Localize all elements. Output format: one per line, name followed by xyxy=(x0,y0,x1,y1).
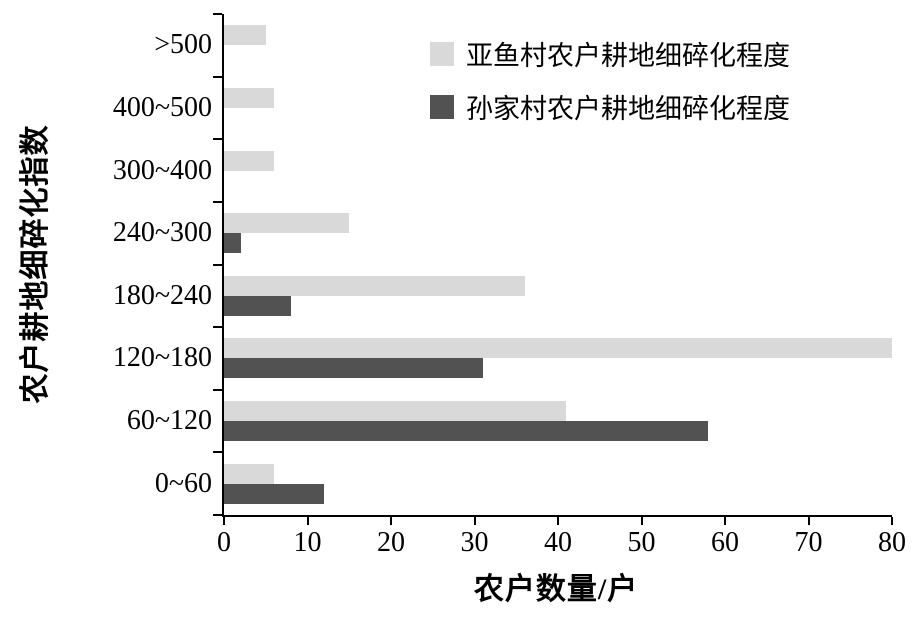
y-tick-label: 240~300 xyxy=(112,217,212,249)
legend: 亚鱼村农户耕地细碎化程度 孙家村农户耕地细碎化程度 xyxy=(430,34,790,126)
x-axis-tick xyxy=(306,517,309,525)
bar-yayu-village xyxy=(224,338,892,359)
x-axis-tick xyxy=(807,517,810,525)
x-tick-label: 70 xyxy=(794,527,823,558)
y-tick-label: 120~180 xyxy=(112,342,212,374)
category-row: 300~400 xyxy=(113,139,892,202)
x-tick-label: 20 xyxy=(377,527,405,558)
y-tick-label: 300~400 xyxy=(112,154,212,186)
y-tick-label: >500 xyxy=(154,29,212,61)
y-axis-tick xyxy=(213,388,222,391)
legend-label: 亚鱼村农户耕地细碎化程度 xyxy=(466,41,790,71)
x-tick-label: 50 xyxy=(627,527,656,558)
category-row: 60~120 xyxy=(127,390,892,453)
x-axis-tick xyxy=(557,517,559,525)
category-row: 400~500 xyxy=(113,77,892,140)
legend-item: 孙家村农户耕地细碎化程度 xyxy=(430,87,790,126)
y-tick-label: 180~240 xyxy=(112,279,212,311)
bar-yayu-village xyxy=(224,463,275,484)
bar-rows: >500 400~500 300~400 240~300 180~240 120~180 6… xyxy=(113,14,892,515)
y-axis-tick xyxy=(213,326,222,329)
bar-sunjia-village xyxy=(224,295,291,316)
category-row: 240~300 xyxy=(113,202,892,265)
x-axis-tick xyxy=(223,517,225,525)
legend-label: 孙家村农户耕地细碎化程度 xyxy=(466,94,790,124)
y-axis-tick xyxy=(213,200,222,203)
y-axis-tick xyxy=(213,514,222,516)
category-row: 0~60 xyxy=(155,452,892,515)
x-axis-tick xyxy=(473,517,476,525)
x-axis-tick xyxy=(891,517,893,525)
bar-yayu-village xyxy=(224,401,567,422)
y-tick-label: 0~60 xyxy=(154,467,212,499)
y-axis-tick xyxy=(213,75,222,78)
x-tick-label: 10 xyxy=(293,527,322,558)
x-axis-title: 农户数量/户 xyxy=(473,573,639,606)
bar-sunjia-village xyxy=(224,358,483,379)
x-tick-label: 60 xyxy=(711,527,739,558)
plot-area: >500 400~500 300~400 240~300 180~240 120~180 6… xyxy=(113,13,906,558)
y-axis-tick xyxy=(213,263,222,266)
bar-sunjia-village xyxy=(224,483,325,504)
bar-yayu-village xyxy=(224,150,275,171)
category-row: 180~240 xyxy=(113,265,892,328)
x-tick-label: 80 xyxy=(878,527,906,558)
legend-swatch-sunjia xyxy=(430,94,454,119)
bar-yayu-village xyxy=(224,25,266,46)
category-row: >500 xyxy=(154,14,892,77)
x-tick-label: 40 xyxy=(544,527,572,558)
category-row: 120~180 xyxy=(113,327,892,390)
y-axis-tick xyxy=(213,13,222,15)
x-axis-tick xyxy=(724,517,726,525)
y-tick-label: 60~120 xyxy=(126,405,212,437)
bar-yayu-village xyxy=(224,213,350,234)
x-tick-label: 30 xyxy=(460,527,489,558)
bar-sunjia-village xyxy=(224,233,241,254)
x-axis-tick xyxy=(390,517,392,525)
x-axis-tick xyxy=(640,517,643,525)
y-axis-tick xyxy=(213,451,222,454)
y-axis-tick xyxy=(213,138,222,141)
legend-item: 亚鱼村农户耕地细碎化程度 xyxy=(430,34,790,73)
bar-yayu-village xyxy=(224,87,275,108)
y-axis-title: 农户耕地细碎化指数 xyxy=(19,124,52,404)
y-tick-label: 400~500 xyxy=(112,91,212,123)
bar-sunjia-village xyxy=(224,421,709,442)
x-tick-label: 0 xyxy=(217,527,231,558)
legend-swatch-yayu xyxy=(430,41,454,66)
bar-yayu-village xyxy=(224,275,525,296)
